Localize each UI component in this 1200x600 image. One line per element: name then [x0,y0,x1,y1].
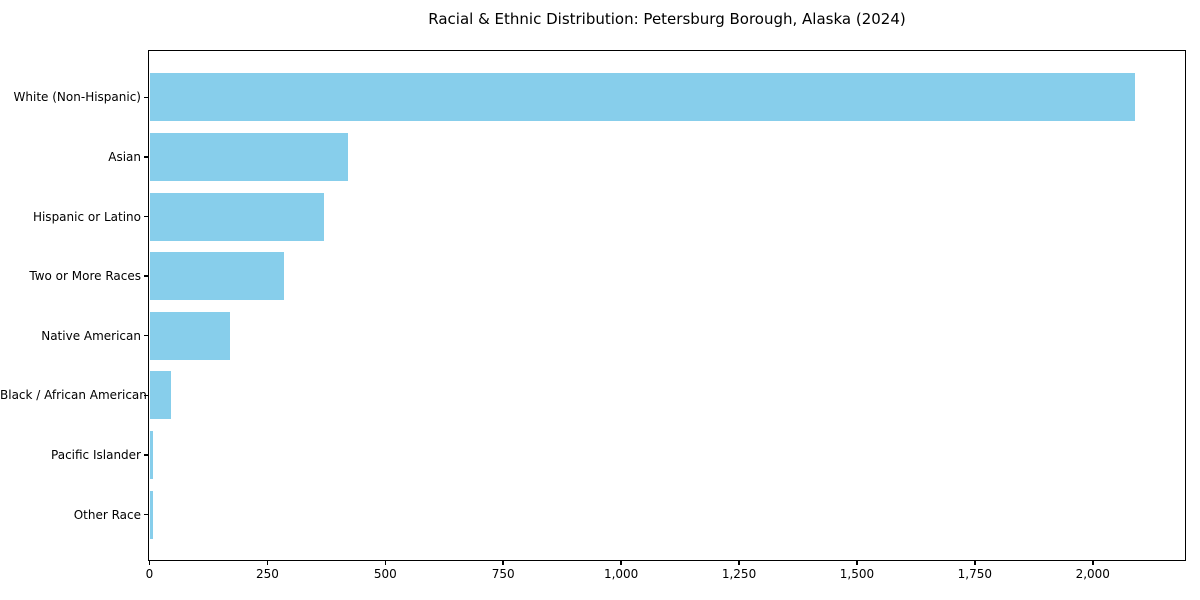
y-tick-mark [143,156,148,158]
x-tick-mark [738,560,740,565]
bar-pacific-islander [149,430,154,479]
y-tick-label-white-non-hispanic: White (Non-Hispanic) [13,90,141,105]
x-tick-mark [1092,560,1094,565]
x-tick-mark [502,560,504,565]
y-tick-label-other-race: Other Race [73,507,141,522]
y-tick-label-two-or-more-races: Two or More Races [29,269,141,284]
x-tick-mark [266,560,269,565]
x-tick-label-1500: 1,500 [839,567,875,581]
x-tick-mark [384,560,387,565]
plot-area [148,50,1186,561]
x-tick-label-1000: 1,000 [603,567,639,581]
x-tick-mark [974,560,976,565]
x-tick-label-500: 500 [373,567,397,581]
y-tick-mark [143,513,148,516]
chart-title: Racial & Ethnic Distribution: Petersburg… [428,10,906,28]
x-tick-label-250: 250 [255,567,279,581]
y-tick-mark [143,215,148,218]
y-tick-mark [143,454,148,456]
x-tick-label-0: 0 [145,567,154,581]
x-tick-mark [856,560,858,565]
x-tick-label-2000: 2,000 [1075,567,1110,581]
x-tick-mark [620,560,622,565]
y-tick-label-hispanic-or-latino: Hispanic or Latino [32,209,141,224]
bar-native-american [149,311,230,360]
y-tick-mark [143,394,148,397]
bar-black-african-american [149,371,171,420]
y-tick-label-native-american: Native American [41,328,141,343]
bar-other-race [149,490,153,539]
x-tick-label-750: 750 [491,567,515,581]
x-tick-label-1750: 1,750 [957,567,993,581]
bar-hispanic-or-latino [149,192,324,241]
y-tick-mark [143,96,148,99]
x-tick-mark [148,560,151,565]
x-tick-label-1250: 1,250 [721,567,757,581]
bar-asian [149,132,348,181]
y-tick-label-black-african-american: Black / African American [0,388,147,403]
y-tick-label-asian: Asian [108,149,141,164]
y-tick-mark [143,334,148,337]
bar-white-non-hispanic [149,73,1136,122]
bar-two-or-more-races [149,252,284,301]
y-tick-label-pacific-islander: Pacific Islander [51,447,141,462]
y-tick-mark [143,275,148,277]
